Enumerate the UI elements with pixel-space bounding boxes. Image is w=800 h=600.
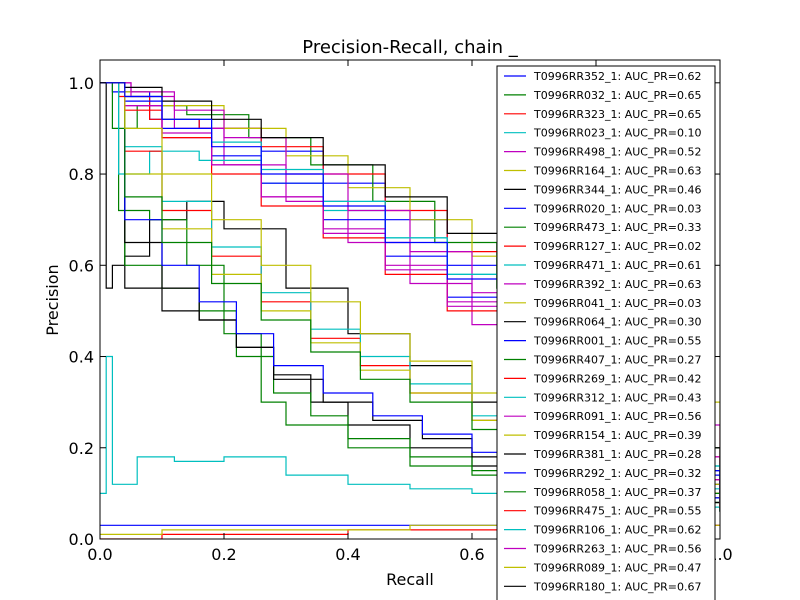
legend-label: T0996RR312_1: AUC_PR=0.43	[533, 391, 701, 404]
legend-item: T0996RR498_1: AUC_PR=0.52	[504, 146, 701, 159]
legend-item: T0996RR263_1: AUC_PR=0.56	[504, 543, 701, 556]
legend-item: T0996RR292_1: AUC_PR=0.32	[504, 467, 701, 480]
legend-item: T0996RR344_1: AUC_PR=0.46	[504, 183, 701, 196]
legend-item: T0996RR392_1: AUC_PR=0.63	[504, 278, 701, 291]
legend-label: T0996RR381_1: AUC_PR=0.28	[533, 448, 701, 461]
legend-item: T0996RR471_1: AUC_PR=0.61	[504, 259, 701, 272]
legend-label: T0996RR180_1: AUC_PR=0.67	[533, 580, 701, 593]
y-tick-label: 0.0	[69, 530, 94, 549]
legend-item: T0996RR023_1: AUC_PR=0.10	[504, 127, 701, 140]
axes-frame	[99, 59, 721, 540]
legend-label: T0996RR154_1: AUC_PR=0.39	[533, 429, 701, 442]
y-tick-label: 1.0	[69, 74, 94, 93]
legend-item: T0996RR352_1: AUC_PR=0.62	[504, 70, 701, 83]
legend-frame	[496, 65, 716, 600]
legend-item: T0996RR089_1: AUC_PR=0.47	[504, 561, 701, 574]
legend-label: T0996RR127_1: AUC_PR=0.02	[533, 240, 701, 253]
legend-label: T0996RR475_1: AUC_PR=0.55	[533, 505, 701, 518]
legend-item: T0996RR180_1: AUC_PR=0.67	[504, 580, 701, 593]
legend-label: T0996RR106_1: AUC_PR=0.62	[533, 524, 701, 537]
legend-label: T0996RR323_1: AUC_PR=0.65	[533, 108, 701, 121]
legend-label: T0996RR344_1: AUC_PR=0.46	[533, 183, 701, 196]
y-tick-label: 0.8	[69, 165, 94, 184]
legend-label: T0996RR001_1: AUC_PR=0.55	[533, 335, 701, 348]
x-tick-label: 0.0	[87, 545, 112, 564]
y-tick-label: 0.6	[69, 256, 94, 275]
legend-label: T0996RR471_1: AUC_PR=0.61	[533, 259, 701, 272]
legend-item: T0996RR269_1: AUC_PR=0.42	[504, 372, 701, 385]
legend-item: T0996RR058_1: AUC_PR=0.37	[504, 486, 701, 499]
legend-item: T0996RR001_1: AUC_PR=0.55	[504, 335, 701, 348]
legend-label: T0996RR473_1: AUC_PR=0.33	[533, 221, 701, 234]
y-tick-label: 0.2	[69, 439, 94, 458]
legend-label: T0996RR041_1: AUC_PR=0.03	[533, 297, 701, 310]
legend-item: T0996RR473_1: AUC_PR=0.33	[504, 221, 701, 234]
legend-item: T0996RR407_1: AUC_PR=0.27	[504, 354, 701, 367]
legend-item: T0996RR164_1: AUC_PR=0.63	[504, 165, 701, 178]
y-tick-label: 0.4	[69, 348, 94, 367]
chart-title: Precision-Recall, chain _	[302, 37, 518, 58]
legend-label: T0996RR164_1: AUC_PR=0.63	[533, 165, 701, 178]
legend-label: T0996RR023_1: AUC_PR=0.10	[533, 127, 701, 140]
x-axis-label: Recall	[386, 570, 434, 589]
x-tick-label: 0.6	[459, 545, 484, 564]
legend-label: T0996RR269_1: AUC_PR=0.42	[533, 372, 701, 385]
legend-item: T0996RR127_1: AUC_PR=0.02	[504, 240, 701, 253]
legend-label: T0996RR263_1: AUC_PR=0.56	[533, 543, 701, 556]
y-axis-label: Precision	[43, 264, 62, 335]
y-axis-ticks: 0.0 0.2 0.4 0.6 0.8 1.0	[69, 74, 720, 549]
legend-label: T0996RR020_1: AUC_PR=0.03	[533, 202, 701, 215]
legend-label: T0996RR089_1: AUC_PR=0.47	[533, 561, 701, 574]
legend-label: T0996RR407_1: AUC_PR=0.27	[533, 354, 701, 367]
legend-item: T0996RR154_1: AUC_PR=0.39	[504, 429, 701, 442]
legend-label: T0996RR352_1: AUC_PR=0.62	[533, 70, 701, 83]
legend-item: T0996RR106_1: AUC_PR=0.62	[504, 524, 701, 537]
legend-label: T0996RR292_1: AUC_PR=0.32	[533, 467, 701, 480]
legend-label: T0996RR032_1: AUC_PR=0.65	[533, 89, 701, 102]
legend-label: T0996RR091_1: AUC_PR=0.56	[533, 410, 701, 423]
legend-label: T0996RR498_1: AUC_PR=0.52	[533, 146, 701, 159]
legend-item: T0996RR475_1: AUC_PR=0.55	[504, 505, 701, 518]
legend-item: T0996RR020_1: AUC_PR=0.03	[504, 202, 701, 215]
legend-item: T0996RR323_1: AUC_PR=0.65	[504, 108, 701, 121]
legend: T0996RR352_1: AUC_PR=0.62 T0996RR032_1: A…	[496, 65, 716, 600]
legend-item: T0996RR091_1: AUC_PR=0.56	[504, 410, 701, 423]
legend-item: T0996RR041_1: AUC_PR=0.03	[504, 297, 701, 310]
legend-item: T0996RR032_1: AUC_PR=0.65	[504, 89, 701, 102]
legend-item: T0996RR312_1: AUC_PR=0.43	[504, 391, 701, 404]
legend-item: T0996RR064_1: AUC_PR=0.30	[504, 316, 701, 329]
legend-label: T0996RR058_1: AUC_PR=0.37	[533, 486, 701, 499]
legend-item: T0996RR381_1: AUC_PR=0.28	[504, 448, 701, 461]
legend-label: T0996RR064_1: AUC_PR=0.30	[533, 316, 701, 329]
x-tick-label: 0.2	[211, 545, 236, 564]
legend-label: T0996RR392_1: AUC_PR=0.63	[533, 278, 701, 291]
x-tick-label: 0.4	[335, 545, 360, 564]
